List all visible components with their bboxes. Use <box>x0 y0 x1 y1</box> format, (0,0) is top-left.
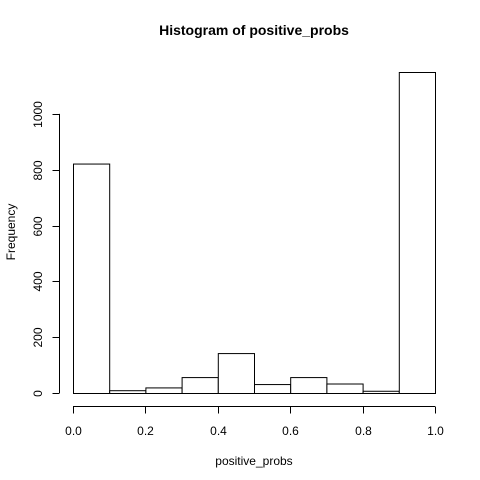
x-axis: 0.0 0.2 0.4 0.6 0.8 1.0 <box>65 406 444 438</box>
histogram-bar-2 <box>109 390 147 395</box>
y-tick-label: 200 <box>31 327 45 347</box>
histogram-bar-7 <box>290 377 328 395</box>
x-axis-label: positive_probs <box>215 454 292 468</box>
histogram-bar-10 <box>398 72 436 394</box>
x-tick-label: 0.0 <box>65 424 82 438</box>
histogram-bar-8 <box>326 383 364 394</box>
histogram-bar-6 <box>254 384 292 395</box>
x-tick-label: 0.6 <box>282 424 299 438</box>
histogram-bar-5 <box>217 353 256 395</box>
y-axis-label: Frequency <box>4 204 18 261</box>
histogram-bar-4 <box>181 377 219 395</box>
histogram-bars <box>73 72 436 395</box>
histogram-bar-1 <box>73 163 111 394</box>
y-tick-label: 800 <box>31 160 45 180</box>
x-tick-label: 1.0 <box>427 424 444 438</box>
y-tick-label: 400 <box>31 271 45 291</box>
chart-title: Histogram of positive_probs <box>159 22 349 38</box>
x-tick-label: 0.8 <box>355 424 372 438</box>
y-tick-label: 600 <box>31 216 45 236</box>
y-axis: 0 200 400 600 800 1000 <box>31 101 60 397</box>
x-tick-label: 0.4 <box>210 424 227 438</box>
y-tick-label: 1000 <box>31 101 45 128</box>
x-tick-label: 0.2 <box>137 424 154 438</box>
histogram-bar-9 <box>362 390 400 395</box>
y-tick-label: 0 <box>31 390 45 397</box>
histogram-bar-3 <box>145 387 183 394</box>
